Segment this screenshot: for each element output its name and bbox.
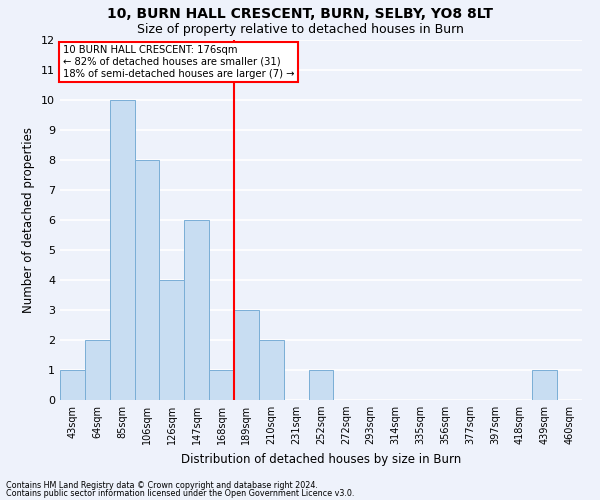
Bar <box>532 370 557 400</box>
Bar <box>110 100 134 400</box>
Y-axis label: Number of detached properties: Number of detached properties <box>22 127 35 313</box>
Bar <box>160 280 184 400</box>
Bar <box>184 220 209 400</box>
Text: Contains public sector information licensed under the Open Government Licence v3: Contains public sector information licen… <box>6 488 355 498</box>
Bar <box>60 370 85 400</box>
Text: 10 BURN HALL CRESCENT: 176sqm
← 82% of detached houses are smaller (31)
18% of s: 10 BURN HALL CRESCENT: 176sqm ← 82% of d… <box>62 46 294 78</box>
Bar <box>134 160 160 400</box>
Text: Contains HM Land Registry data © Crown copyright and database right 2024.: Contains HM Land Registry data © Crown c… <box>6 481 318 490</box>
Bar <box>308 370 334 400</box>
Bar <box>234 310 259 400</box>
X-axis label: Distribution of detached houses by size in Burn: Distribution of detached houses by size … <box>181 452 461 466</box>
Text: Size of property relative to detached houses in Burn: Size of property relative to detached ho… <box>137 22 463 36</box>
Bar <box>209 370 234 400</box>
Bar <box>259 340 284 400</box>
Bar <box>85 340 110 400</box>
Text: 10, BURN HALL CRESCENT, BURN, SELBY, YO8 8LT: 10, BURN HALL CRESCENT, BURN, SELBY, YO8… <box>107 8 493 22</box>
